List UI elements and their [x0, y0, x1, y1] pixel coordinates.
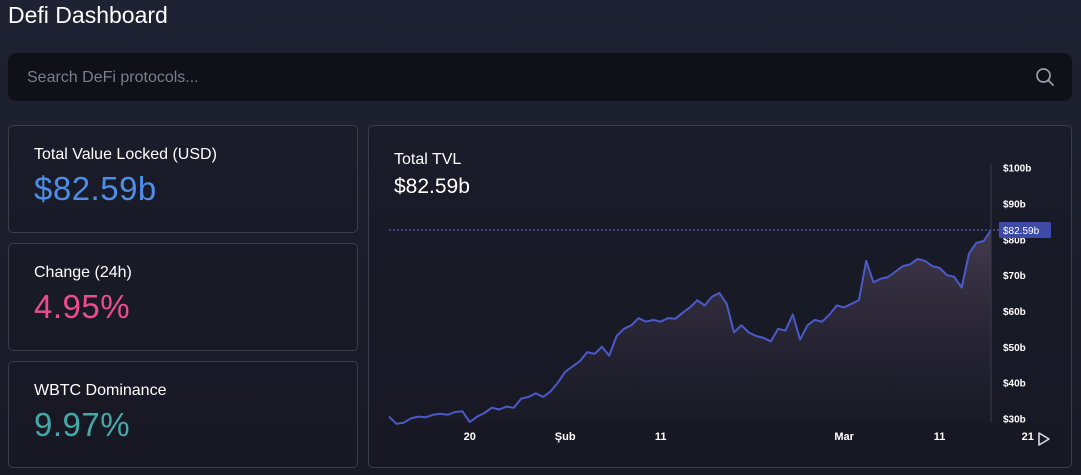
tvl-card: Total Value Locked (USD) $82.59b: [8, 125, 358, 233]
y-tick-label: $30b: [1003, 414, 1026, 425]
y-tick-label: $40b: [1003, 379, 1026, 390]
chart-value: $82.59b: [394, 175, 470, 198]
tvl-line: [388, 229, 992, 425]
search-icon[interactable]: [1035, 67, 1055, 87]
y-tick-label: $80b: [1003, 235, 1026, 246]
tvl-chart[interactable]: $100b $90b $80b $70b $60b $50b $40b $30b $82.59b…: [369, 126, 1071, 467]
wbtc-card: WBTC Dominance 9.97%: [8, 361, 358, 468]
wbtc-value: 9.97%: [34, 406, 131, 443]
x-tick-label: 21: [1022, 431, 1034, 443]
x-tick-label: 11: [655, 431, 667, 443]
tvl-label: Total Value Locked (USD): [34, 146, 217, 163]
change-value: 4.95%: [34, 288, 131, 325]
play-icon[interactable]: [1033, 429, 1053, 449]
x-tick-label: 11: [934, 431, 946, 443]
tvl-area: [389, 230, 991, 424]
search-input[interactable]: [25, 53, 1009, 103]
tvl-chart-card: $100b $90b $80b $70b $60b $50b $40b $30b $82.59b…: [368, 125, 1072, 468]
chart-title: Total TVL: [394, 151, 462, 168]
y-tick-label: $60b: [1003, 307, 1026, 318]
search-bar[interactable]: [8, 53, 1072, 103]
current-value-badge: [999, 221, 1051, 238]
x-tick-label: 20: [464, 431, 476, 443]
y-tick-label: $50b: [1003, 343, 1026, 354]
wbtc-label: WBTC Dominance: [34, 382, 167, 399]
y-tick-label: $90b: [1003, 199, 1026, 210]
current-value-label: $82.59b: [1003, 226, 1040, 237]
x-tick-label: Mar: [834, 431, 854, 443]
tvl-value: $82.59b: [34, 170, 157, 207]
y-tick-label: $70b: [1003, 271, 1026, 282]
x-tick-label: Şub: [555, 431, 576, 443]
change-card: Change (24h) 4.95%: [8, 243, 358, 351]
y-tick-label: $100b: [1003, 164, 1031, 175]
change-label: Change (24h): [34, 264, 132, 281]
page-title: Defi Dashboard: [8, 2, 168, 28]
